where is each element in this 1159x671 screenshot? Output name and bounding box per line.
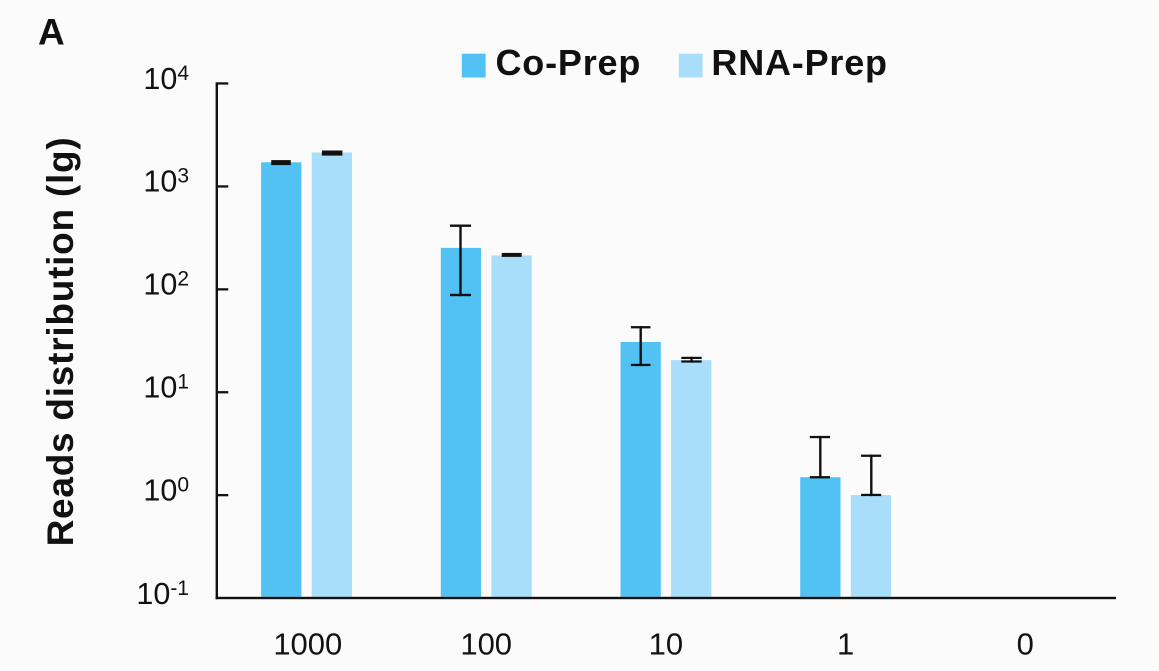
svg-text:0: 0 bbox=[1017, 626, 1034, 661]
svg-text:Co-Prep: Co-Prep bbox=[496, 42, 642, 83]
svg-text:100: 100 bbox=[460, 626, 512, 661]
svg-text:1000: 1000 bbox=[273, 626, 342, 661]
svg-text:A: A bbox=[38, 12, 65, 53]
svg-text:10: 10 bbox=[649, 626, 683, 661]
svg-text:RNA-Prep: RNA-Prep bbox=[711, 42, 887, 83]
svg-text:104: 104 bbox=[143, 62, 189, 96]
svg-text:1: 1 bbox=[837, 626, 854, 661]
svg-text:Reads distribution (lg): Reads distribution (lg) bbox=[40, 137, 81, 547]
